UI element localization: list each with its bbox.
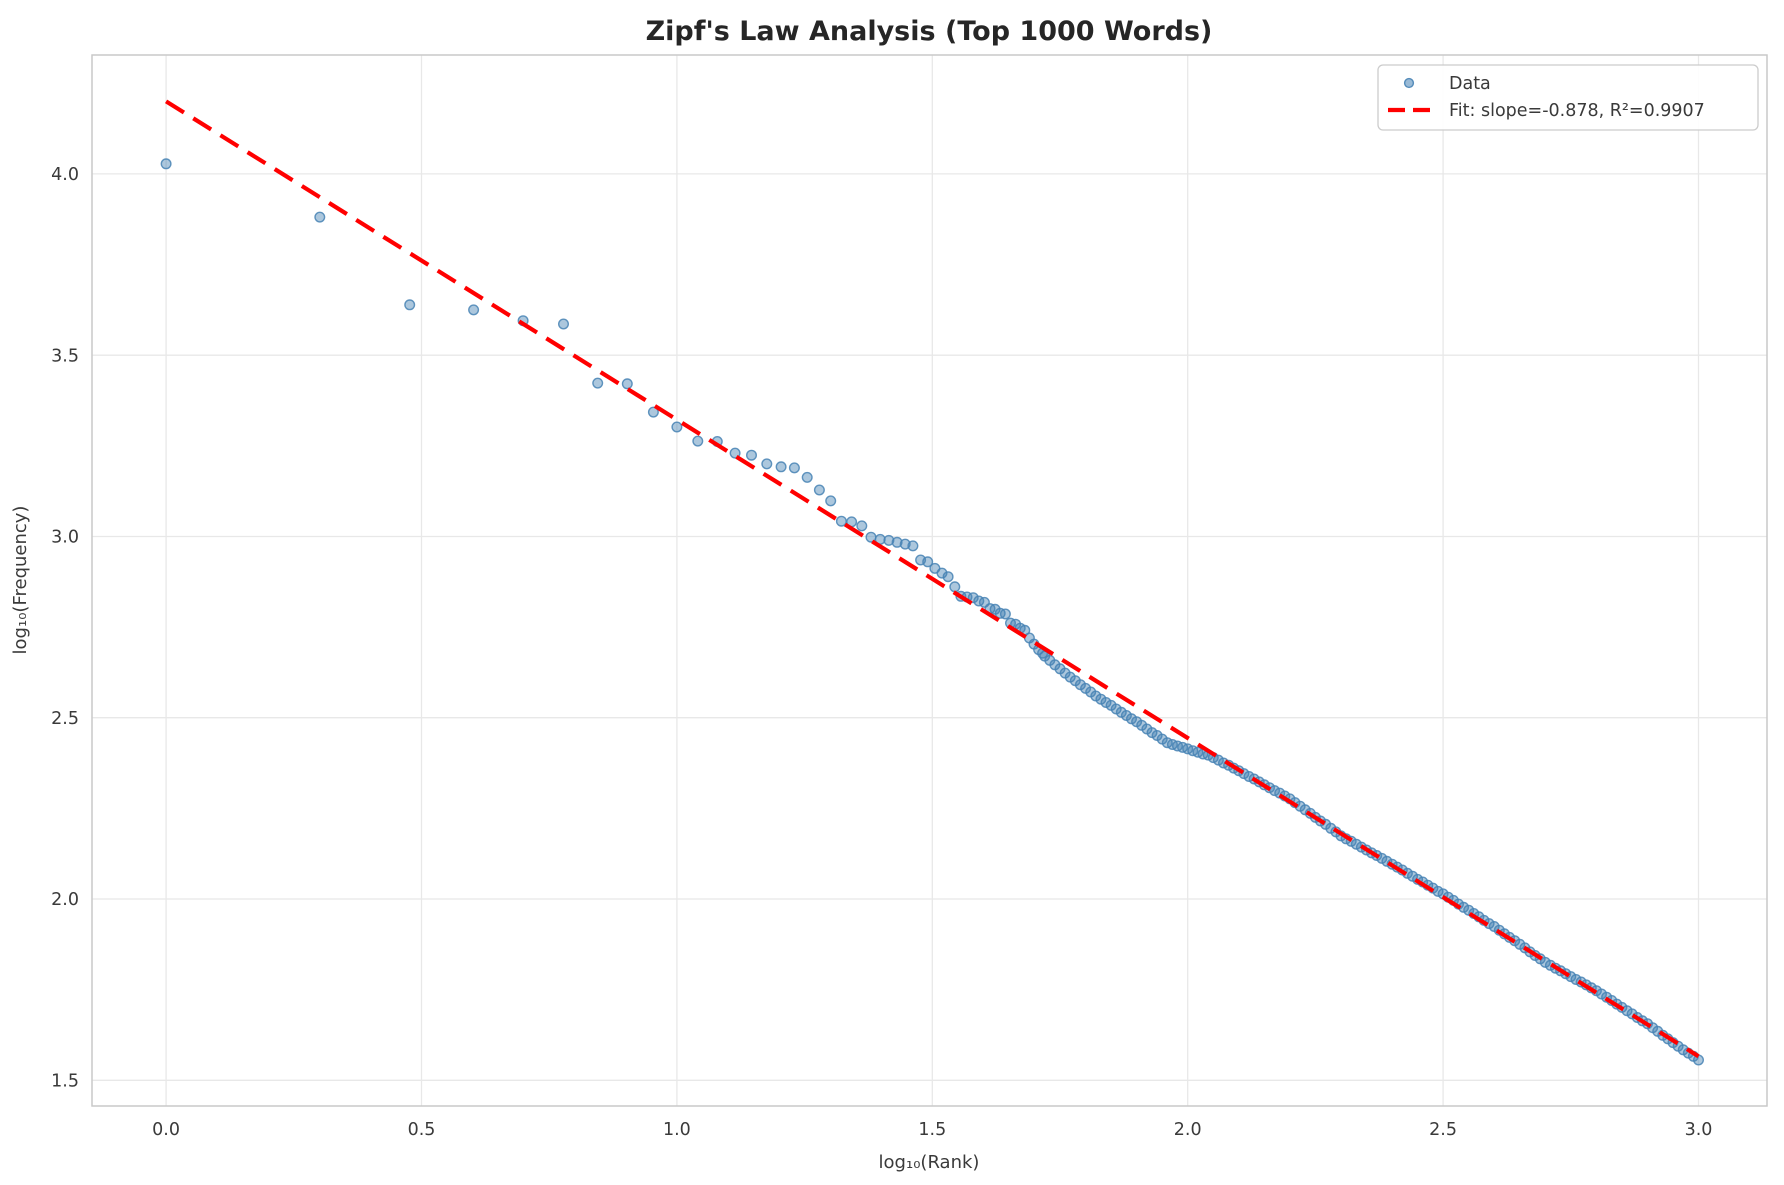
data-point	[942, 571, 954, 583]
legend-frame	[1377, 64, 1759, 131]
legend-data-marker-icon	[1403, 77, 1415, 89]
plot-border	[91, 54, 1768, 1107]
data-point	[936, 567, 948, 579]
y-tick-label: 4.0	[51, 165, 79, 185]
data-point	[1269, 785, 1281, 797]
fit-line	[164, 99, 1700, 1059]
data-point	[761, 458, 773, 470]
y-axis-label: log₁₀(Frequency)	[10, 506, 31, 655]
y-tick-label: 1.5	[51, 1071, 79, 1091]
data-point	[883, 534, 895, 546]
y-tick-label: 3.5	[51, 346, 79, 366]
data-point	[813, 484, 825, 496]
data-point	[907, 540, 919, 552]
data-point	[967, 592, 979, 604]
legend-fit-label: Fit: slope=-0.878, R²=0.9907	[1449, 101, 1705, 121]
x-tick-label: 3.0	[1685, 1120, 1713, 1140]
x-tick-label: 0.5	[408, 1120, 436, 1140]
data-point	[775, 461, 787, 473]
data-point	[746, 449, 758, 461]
x-axis-label: log₁₀(Rank)	[879, 1152, 980, 1173]
y-tick-labels: 1.5 2.0 2.5 3.0 3.5 4.0	[51, 165, 79, 1091]
x-tick-label: 0.0	[152, 1120, 180, 1140]
data-point	[801, 471, 813, 483]
y-tick-label: 2.5	[51, 709, 79, 729]
data-point	[949, 581, 961, 593]
x-tick-labels: 0.0 0.5 1.0 1.5 2.0 2.5 3.0	[152, 1120, 1712, 1140]
legend-data-label: Data	[1449, 74, 1491, 94]
data-point	[160, 158, 172, 170]
data-point	[891, 536, 903, 548]
data-point	[671, 421, 683, 433]
x-tick-label: 1.0	[663, 1120, 691, 1140]
data-point	[922, 556, 934, 568]
data-point	[788, 462, 800, 474]
data-point	[1243, 771, 1255, 783]
data-point	[835, 515, 847, 527]
chart-title: Zipf's Law Analysis (Top 1000 Words)	[646, 16, 1213, 47]
data-point	[558, 318, 570, 330]
y-tick-label: 3.0	[51, 528, 79, 548]
legend: Data Fit: slope=-0.878, R²=0.9907	[1377, 64, 1759, 131]
x-tick-label: 2.0	[1174, 1120, 1202, 1140]
data-point	[1432, 885, 1444, 897]
gridlines	[92, 55, 1767, 1106]
data-point	[647, 406, 659, 418]
x-tick-label: 1.5	[918, 1120, 946, 1140]
data-point	[314, 211, 326, 223]
y-tick-label: 2.0	[51, 890, 79, 910]
data-point	[621, 378, 633, 390]
data-point	[692, 435, 704, 447]
data-point	[999, 608, 1011, 620]
data-point	[856, 520, 868, 532]
data-point	[592, 377, 604, 389]
scatter-series	[160, 158, 1704, 1066]
data-point	[468, 304, 480, 316]
data-point	[825, 495, 837, 507]
data-point	[404, 299, 416, 311]
x-tick-label: 2.5	[1429, 1120, 1457, 1140]
